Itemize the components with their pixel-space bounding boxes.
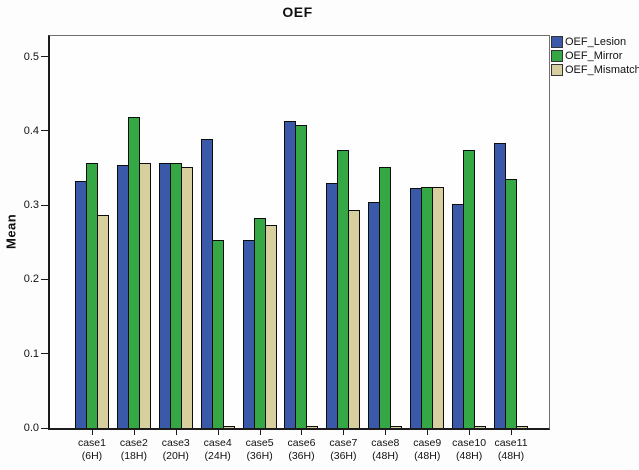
x-axis-tick-mark bbox=[385, 430, 387, 435]
bar-group-case4: case4 (24H) bbox=[197, 36, 239, 462]
bar-group-case6: case6 (36H) bbox=[281, 36, 323, 462]
x-axis-tick-label: case6 (36H) bbox=[287, 437, 316, 462]
legend-item-oef_mirror: OEF_Mirror bbox=[551, 50, 639, 62]
bar-oef_mirror-case10 bbox=[463, 150, 476, 428]
bar-group-case11: case11 (48H) bbox=[490, 36, 532, 462]
bar-oef_mismatch-case1 bbox=[96, 215, 109, 428]
bar-row bbox=[74, 163, 109, 428]
bar-oef_mirror-case4 bbox=[211, 240, 224, 428]
bar-oef_mirror-case8 bbox=[379, 167, 392, 428]
y-axis-label: Mean bbox=[3, 213, 19, 249]
bar-oef_mismatch-case11 bbox=[516, 426, 529, 428]
bar-row bbox=[326, 150, 361, 428]
bar-oef_mirror-case11 bbox=[505, 179, 518, 428]
x-axis-tick-label: case2 (18H) bbox=[119, 437, 148, 462]
x-axis-tick-label: case3 (20H) bbox=[161, 437, 190, 462]
x-axis-tick-mark bbox=[511, 430, 513, 435]
x-axis-tick-label: case10 (48H) bbox=[452, 437, 487, 462]
legend-item-oef_lesion: OEF_Lesion bbox=[551, 36, 639, 48]
x-axis-tick-mark bbox=[343, 430, 345, 435]
bar-groups: case1 (6H) case2 (18H) case3 (20H) case4 (24H) c… bbox=[50, 36, 549, 462]
y-axis-tick-mark bbox=[41, 204, 48, 206]
bar-group-case10: case10 (48H) bbox=[448, 36, 490, 462]
bar-row bbox=[158, 163, 193, 428]
legend: OEF_Lesion OEF_Mirror OEF_Mismatch bbox=[551, 36, 639, 78]
x-axis-tick-label: case7 (36H) bbox=[329, 437, 358, 462]
y-axis-tick-mark bbox=[41, 353, 48, 355]
y-axis-tick-label: 0.3 bbox=[23, 199, 39, 212]
legend-label: OEF_Mismatch bbox=[565, 64, 639, 76]
x-axis-tick-mark bbox=[259, 430, 261, 435]
y-axis-tick-label: 0.5 bbox=[23, 50, 39, 63]
bar-oef_mismatch-case9 bbox=[432, 187, 445, 428]
bar-group-case8: case8 (48H) bbox=[364, 36, 406, 462]
x-axis-tick-mark bbox=[175, 430, 177, 435]
x-axis-tick-mark bbox=[301, 430, 303, 435]
y-axis-tick-label: 0.2 bbox=[23, 273, 39, 286]
x-axis-tick-label: case9 (48H) bbox=[413, 437, 442, 462]
bar-oef_mismatch-case2 bbox=[138, 163, 151, 428]
x-axis-tick-label: case8 (48H) bbox=[371, 437, 400, 462]
bar-row bbox=[284, 121, 319, 428]
bar-oef_mirror-case6 bbox=[295, 125, 308, 428]
x-axis-tick-label: case4 (24H) bbox=[203, 437, 232, 462]
bar-row bbox=[200, 139, 235, 428]
legend-swatch-icon bbox=[551, 64, 563, 76]
y-axis-tick-mark bbox=[41, 56, 48, 57]
y-axis-tick-mark bbox=[41, 427, 48, 429]
x-axis-tick-label: case1 (6H) bbox=[77, 437, 106, 462]
x-axis-tick-mark bbox=[217, 430, 219, 435]
bar-oef_mismatch-case6 bbox=[306, 426, 319, 428]
bar-oef_mismatch-case10 bbox=[474, 426, 487, 428]
bar-group-case5: case5 (36H) bbox=[239, 36, 281, 462]
x-axis-tick-mark bbox=[91, 430, 93, 435]
bar-group-case2: case2 (18H) bbox=[113, 36, 155, 462]
legend-swatch-icon bbox=[551, 50, 563, 62]
bar-group-case7: case7 (36H) bbox=[322, 36, 364, 462]
plot-area: 0.0 0.1 0.2 0.3 0.4 0.5 case1 (6H) case2 (18H) ca… bbox=[24, 35, 550, 462]
bar-oef_mismatch-case5 bbox=[264, 225, 277, 428]
bar-row bbox=[410, 187, 445, 428]
bar-row bbox=[242, 218, 277, 428]
bar-oef_mismatch-case4 bbox=[222, 426, 235, 428]
legend-item-oef_mismatch: OEF_Mismatch bbox=[551, 64, 639, 76]
y-axis-tick-label: 0.1 bbox=[23, 347, 39, 360]
bar-group-case3: case3 (20H) bbox=[155, 36, 197, 462]
chart-title: OEF bbox=[282, 4, 313, 20]
y-axis-tick-label: 0.0 bbox=[23, 422, 39, 434]
bar-row bbox=[368, 167, 403, 428]
bar-oef_mismatch-case3 bbox=[180, 167, 193, 428]
legend-swatch-icon bbox=[551, 36, 563, 48]
bar-row bbox=[116, 117, 151, 428]
y-axis-tick-mark bbox=[41, 130, 48, 132]
legend-label: OEF_Mirror bbox=[565, 50, 623, 62]
bar-row bbox=[452, 150, 487, 428]
bar-oef_mismatch-case7 bbox=[348, 210, 361, 428]
x-axis-tick-mark bbox=[469, 430, 471, 435]
y-axis-tick-mark bbox=[41, 278, 48, 280]
x-axis-tick-label: case5 (36H) bbox=[245, 437, 274, 462]
bar-group-case1: case1 (6H) bbox=[71, 36, 113, 462]
bar-group-case9: case9 (48H) bbox=[406, 36, 448, 462]
y-axis-tick-label: 0.4 bbox=[23, 124, 39, 137]
x-axis-tick-mark bbox=[133, 430, 135, 435]
x-axis-tick-label: case11 (48H) bbox=[494, 437, 528, 462]
x-axis-tick-mark bbox=[427, 430, 429, 435]
bar-row bbox=[494, 143, 529, 428]
bar-oef_mismatch-case8 bbox=[390, 426, 403, 428]
legend-label: OEF_Lesion bbox=[565, 36, 627, 48]
